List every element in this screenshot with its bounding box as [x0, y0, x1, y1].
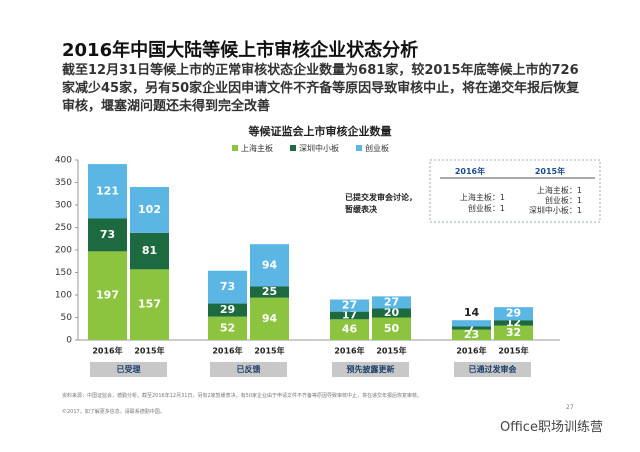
- bar-segment: [130, 187, 169, 233]
- value-label: 29: [506, 307, 521, 320]
- value-label: 81: [142, 244, 157, 257]
- bar-segment: [494, 325, 533, 340]
- value-label: 94: [262, 258, 278, 271]
- bar-segment: [88, 218, 127, 252]
- legend-swatch: [290, 145, 296, 151]
- x-tick-label: 2015年: [376, 346, 406, 356]
- side-header: 2016年: [454, 167, 486, 176]
- bar-segment: [208, 316, 247, 340]
- legend-swatch: [232, 145, 238, 151]
- side-col: 上海主板：1 创业板：1: [430, 192, 505, 214]
- y-tick-label: 150: [55, 268, 72, 278]
- bar-segment: [494, 307, 533, 321]
- bar-segment: [88, 164, 127, 219]
- side-cell: 深圳中小板：1: [528, 206, 582, 215]
- group-label: 已通过发审会: [469, 364, 517, 374]
- value-label: 7: [468, 321, 476, 334]
- bar-segment: [452, 329, 491, 340]
- y-tick-label: 0: [66, 336, 72, 346]
- value-label: 197: [96, 289, 119, 302]
- value-label: 52: [220, 321, 235, 334]
- value-label: 94: [262, 312, 278, 325]
- legend-label: 深圳中小板: [299, 143, 339, 153]
- side-cell: 创业板：1: [467, 204, 505, 213]
- side-cell: 上海主板：1: [459, 193, 505, 202]
- group-label: 已反馈: [237, 364, 261, 374]
- value-label: 23: [464, 328, 479, 341]
- value-label: 29: [220, 303, 235, 316]
- bar-segment: [250, 244, 289, 287]
- group-box: [332, 362, 409, 377]
- value-label: 121: [96, 184, 119, 197]
- bar-segment: [330, 319, 369, 340]
- value-label: 20: [384, 306, 400, 319]
- value-label: 14: [464, 306, 480, 319]
- subtitle: 截至12月31日等候上市的正常审核状态企业数量为681家，较2015年底等候上市…: [62, 63, 580, 114]
- x-tick-label: 2016年: [212, 346, 242, 356]
- legend-label: 上海主板: [241, 143, 273, 153]
- x-tick-label: 2016年: [334, 346, 364, 356]
- value-label: 27: [384, 295, 399, 308]
- bar-segment: [88, 251, 127, 340]
- bar-segment: [494, 320, 533, 326]
- value-label: 102: [138, 203, 161, 216]
- side-cell: 创业板：1: [544, 196, 582, 205]
- group-label: 已受理: [117, 364, 141, 374]
- side-row-label: 已提交发审会讨论，暂缓表决: [345, 193, 417, 214]
- group-box: [90, 362, 167, 377]
- bar-segment: [452, 326, 491, 330]
- bar-segment: [372, 317, 411, 340]
- x-tick-label: 2016年: [456, 346, 486, 356]
- y-tick-label: 100: [55, 291, 72, 301]
- x-tick-label: 2015年: [134, 346, 164, 356]
- group-label: 预先披露更新: [347, 364, 395, 374]
- value-label: 73: [220, 280, 235, 293]
- legend-swatch: [356, 145, 362, 151]
- group-box: [454, 362, 531, 377]
- side-box: [429, 159, 601, 223]
- y-tick-label: 200: [55, 246, 72, 256]
- group-box: [210, 362, 287, 377]
- x-tick-label: 2015年: [254, 346, 284, 356]
- side-header: 2015年: [534, 167, 566, 176]
- bar-segment: [208, 303, 247, 317]
- source: 资料来源：中国证监会，德勤分析。截至2016年12月31日，另有2家暂缓表决，有…: [62, 393, 423, 399]
- legend-label: 创业板: [365, 143, 389, 153]
- bar-segment: [372, 296, 411, 309]
- value-label: 17: [342, 308, 357, 321]
- y-tick-label: 400: [55, 156, 72, 166]
- bar-segment: [372, 308, 411, 318]
- watermark: Office职场训练营: [500, 420, 603, 435]
- bar-segment: [130, 232, 169, 270]
- bar-segment: [250, 286, 289, 298]
- value-label: 50: [384, 322, 400, 335]
- y-tick-label: 350: [55, 178, 72, 188]
- side-col: 上海主板：1 创业板：1 深圳中小板：1: [500, 186, 582, 216]
- value-label: 32: [506, 326, 521, 339]
- x-tick-label: 2016年: [92, 346, 122, 356]
- copyright: ©2017。如了解更多信息，请联系德勤中国。: [62, 409, 165, 415]
- chart-title: 等候证监会上市审核企业数量: [248, 124, 392, 138]
- bar-segment: [208, 270, 247, 304]
- y-tick-label: 250: [55, 223, 72, 233]
- bar-segment: [330, 299, 369, 312]
- y-tick-label: 50: [61, 313, 73, 323]
- page-number: 27: [566, 404, 574, 411]
- bar-segment: [130, 269, 169, 340]
- value-label: 27: [342, 299, 357, 312]
- value-label: 46: [342, 323, 358, 336]
- y-tick-label: 300: [55, 201, 72, 211]
- value-label: 157: [138, 298, 161, 311]
- slide-title: 2016年中国大陆等候上市审核企业状态分析: [62, 40, 419, 61]
- side-cell: 上海主板：1: [536, 186, 582, 195]
- value-label: 25: [262, 285, 277, 298]
- bar-segment: [330, 311, 369, 320]
- bar-segment: [452, 320, 491, 327]
- x-tick-label: 2015年: [498, 346, 528, 356]
- value-label: 73: [100, 228, 115, 241]
- bar-segment: [250, 297, 289, 340]
